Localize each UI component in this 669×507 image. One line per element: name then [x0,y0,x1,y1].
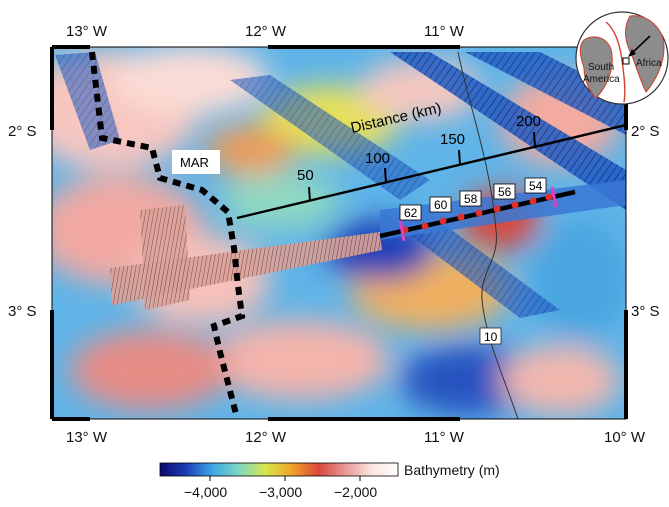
site-marker [421,222,429,230]
sample-sites [401,193,553,234]
site-label-62: 62 [399,204,422,221]
contour-label: 10 [479,327,502,345]
ridge-axis-line [89,51,246,415]
top-axis-label: 12° W [245,23,287,40]
site-label-54: 54 [524,177,547,194]
bottom-axis-label: 11° W [424,429,465,446]
bottom-axis-label: 12° W [245,429,287,446]
left-axis-label: 2° S [8,123,37,140]
colorbar-tick-label: −3,000 [259,484,302,500]
colorbar-tick-label: −4,000 [184,484,227,500]
bottom-axis-label: 13° W [66,429,108,446]
swath-central [230,75,430,200]
globe-label-south: South [588,62,614,73]
site-marker [439,217,447,225]
distance-tick-label: 200 [516,113,541,130]
shaded-relief-block [140,205,190,310]
colorbar-ticks [209,476,361,481]
distance-ticks [308,131,536,202]
colorbar-title: Bathymetry (m) [404,462,500,478]
top-axis-label: 11° W [424,23,465,40]
right-axis-label: 2° S [631,123,660,140]
distance-tick-label: 150 [440,131,465,148]
globe-inset: South America Africa [575,11,669,105]
site-marker [493,205,501,213]
site-marker [529,197,537,205]
ridge-label: MAR [172,150,220,174]
bottom-axis-label: 10° W [604,429,646,446]
site-bound-west [398,219,406,242]
swath-northeast [390,52,626,210]
colorbar [159,462,399,477]
swath-east [465,52,626,135]
colorbar-tick-label: −2,000 [334,484,377,500]
site-bound-east [550,186,558,208]
right-axis-label: 3° S [631,303,660,320]
inset-arrow-head [628,49,636,57]
ridge-label-text: MAR [180,155,209,170]
map-panel [52,47,626,419]
site-marker [511,201,519,209]
study-area-box [622,57,630,65]
site-marker [545,193,553,201]
site-label-text: 58 [464,192,478,206]
contour-line [457,51,519,419]
site-label-text: 62 [404,206,418,220]
site-marker [475,209,483,217]
distance-tick-label: 50 [297,167,314,184]
site-label-60: 60 [429,196,452,213]
africa-shape [625,15,665,93]
globe-label-america: America [583,74,620,85]
site-label-text: 54 [529,179,543,193]
swath-west [55,52,120,150]
site-label-text: 60 [434,198,448,212]
contour-label-text: 10 [484,330,498,344]
inset-arrow-line [630,35,651,55]
left-axis-label: 3° S [8,303,37,320]
globe-label-africa: Africa [636,58,662,69]
site-label-56: 56 [493,183,516,200]
site-label-58: 58 [459,190,482,207]
top-axis-label: 13° W [66,23,108,40]
distance-tick-label: 100 [365,150,390,167]
site-marker [457,213,465,221]
south-america-shape [579,36,613,99]
distance-profile-line [236,123,627,220]
globe-ridge-line [605,21,626,103]
swath-southeast [410,225,560,318]
site-label-text: 56 [498,185,512,199]
